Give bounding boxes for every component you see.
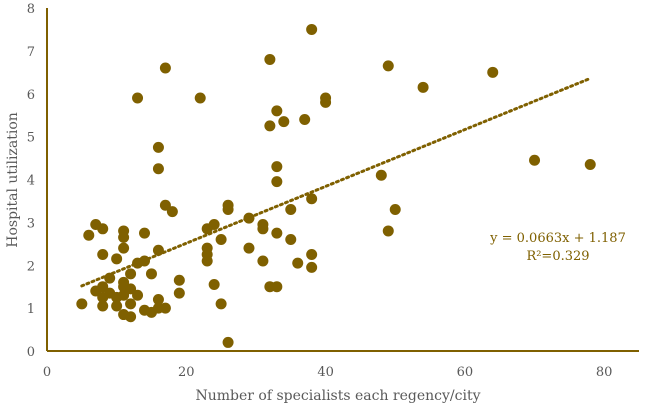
data-point (306, 193, 318, 205)
data-point (306, 23, 318, 35)
trendline-equation: y = 0.0663x + 1.187 (489, 231, 626, 246)
data-point (111, 300, 123, 312)
data-point (382, 225, 394, 237)
data-point (97, 223, 109, 235)
data-point (139, 227, 151, 239)
x-tick-label: 80 (596, 365, 613, 380)
y-tick-label: 8 (27, 2, 35, 17)
data-point (299, 113, 311, 125)
data-point (159, 302, 171, 314)
data-point (382, 60, 394, 72)
data-point (145, 268, 157, 280)
data-point (152, 163, 164, 175)
data-point (173, 274, 185, 286)
x-tick-label: 20 (178, 365, 195, 380)
y-axis-title: Hospital utilization (5, 112, 21, 248)
data-point (257, 255, 269, 267)
data-point (243, 212, 255, 224)
data-points (76, 23, 596, 348)
x-tick-label: 60 (457, 365, 474, 380)
data-point (375, 169, 387, 181)
data-point (271, 227, 283, 239)
data-point (83, 229, 95, 241)
trendline (80, 76, 592, 288)
data-point (278, 116, 290, 128)
data-point (306, 261, 318, 273)
data-point (389, 204, 401, 216)
data-point (97, 249, 109, 261)
data-point (285, 204, 297, 216)
data-point (292, 257, 304, 269)
data-point (264, 53, 276, 65)
data-point (152, 141, 164, 153)
x-axis-title: Number of specialists each regency/city (196, 388, 481, 404)
data-point (320, 96, 332, 108)
y-tick-labels: 0 1 2 3 4 5 6 7 8 (27, 2, 35, 360)
y-tick-label: 7 (27, 45, 35, 60)
data-point (243, 242, 255, 254)
data-point (139, 255, 151, 267)
y-tick-label: 3 (27, 216, 35, 231)
data-point (152, 294, 164, 306)
x-tick-label: 40 (317, 365, 334, 380)
data-point (152, 244, 164, 256)
data-point (264, 120, 276, 132)
data-point (194, 92, 206, 104)
data-point (417, 81, 429, 93)
data-point (159, 199, 171, 211)
data-point (487, 66, 499, 78)
data-point (271, 161, 283, 173)
data-point (208, 219, 220, 231)
data-point (271, 176, 283, 188)
data-point (125, 268, 137, 280)
data-point (104, 272, 116, 284)
data-point (76, 298, 88, 310)
data-point (271, 105, 283, 117)
data-point (118, 242, 130, 254)
y-tick-label: 0 (27, 345, 35, 360)
data-point (166, 206, 178, 218)
data-point (132, 289, 144, 301)
data-point (97, 281, 109, 293)
y-tick-label: 2 (27, 259, 35, 274)
r-squared-label: R²=0.329 (526, 249, 589, 264)
data-point (125, 283, 137, 295)
y-tick-label: 6 (27, 88, 35, 103)
data-point (159, 62, 171, 74)
data-point (125, 311, 137, 323)
data-point (222, 336, 234, 348)
x-tick-labels: 0 20 40 60 80 (43, 365, 613, 380)
data-point (306, 249, 318, 261)
data-point (97, 300, 109, 312)
data-point (125, 298, 137, 310)
data-point (173, 287, 185, 299)
y-tick-label: 1 (27, 302, 35, 317)
data-point (208, 279, 220, 291)
data-point (111, 253, 123, 265)
x-tick-label: 0 (43, 365, 51, 380)
data-point (584, 158, 596, 170)
data-point (222, 204, 234, 216)
data-point (271, 281, 283, 293)
data-point (285, 234, 297, 246)
y-tick-label: 5 (27, 131, 35, 146)
data-point (257, 223, 269, 235)
y-tick-label: 4 (27, 174, 35, 189)
data-point (118, 231, 130, 243)
data-point (215, 234, 227, 246)
data-point (118, 289, 130, 301)
data-point (132, 92, 144, 104)
data-point (201, 255, 213, 267)
data-point (529, 154, 541, 166)
data-point (215, 298, 227, 310)
